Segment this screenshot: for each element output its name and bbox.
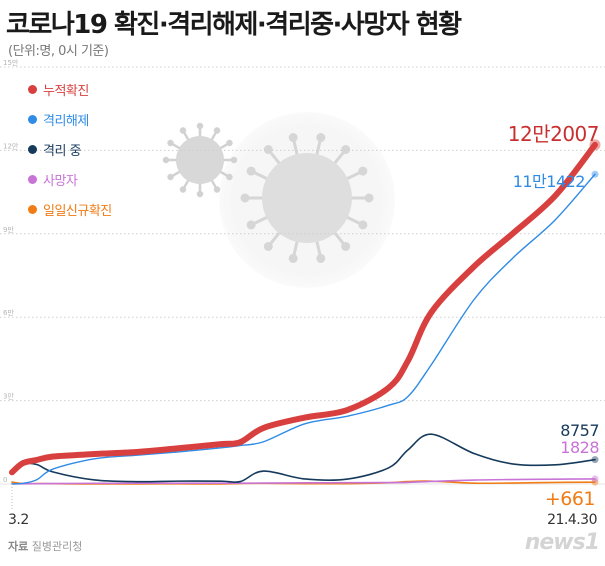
source-label: 자료 bbox=[8, 540, 29, 553]
series-line-2 bbox=[11, 433, 596, 484]
legend-label: 누적확진 bbox=[43, 83, 89, 99]
x-end-label: 21.4.30 bbox=[547, 512, 597, 528]
y-tick-label: 12만 bbox=[3, 141, 19, 150]
virus-illustration bbox=[162, 112, 395, 288]
y-tick-label: 6만 bbox=[3, 308, 14, 317]
legend-dot-icon bbox=[28, 84, 37, 94]
legend: 누적확진 격리해제 격리 중 사망자 일일신규확진 bbox=[28, 74, 112, 224]
legend-item-confirmed: 누적확진 bbox=[28, 74, 112, 104]
y-tick-label: 9만 bbox=[3, 225, 14, 234]
end-label-daily: +661 bbox=[544, 488, 596, 510]
news1-logo: news1 bbox=[524, 530, 600, 555]
chart-subtitle: (단위:명, 0시 기준) bbox=[8, 44, 109, 59]
chart-title: 코로나19 확진·격리해제·격리중·사망자 현황 bbox=[6, 10, 462, 40]
legend-dot-icon bbox=[28, 114, 37, 124]
x-start-label: 3.2 bbox=[8, 512, 29, 528]
legend-label: 격리 중 bbox=[43, 143, 82, 159]
end-label-confirmed: 12만2007 bbox=[507, 122, 600, 146]
source-value: 질병관리청 bbox=[31, 540, 83, 553]
series-line-0 bbox=[9, 141, 598, 476]
legend-dot-icon bbox=[28, 144, 37, 154]
y-tick-label: 15만 bbox=[3, 58, 19, 67]
legend-label: 일일신규확진 bbox=[43, 203, 112, 219]
end-label-isolating: 8757 bbox=[560, 421, 599, 440]
y-tick-label: 0 bbox=[3, 476, 7, 484]
legend-dot-icon bbox=[28, 204, 37, 214]
end-label-deaths: 1828 bbox=[560, 438, 599, 457]
series-end-point bbox=[591, 170, 599, 178]
legend-item-daily: 일일신규확진 bbox=[28, 194, 112, 224]
end-label-released: 11만1422 bbox=[512, 172, 586, 191]
legend-item-released: 격리해제 bbox=[28, 104, 112, 134]
series-line-3 bbox=[11, 478, 596, 485]
legend-label: 격리해제 bbox=[43, 113, 89, 129]
legend-label: 사망자 bbox=[43, 173, 78, 189]
series-end-point bbox=[591, 478, 599, 486]
series-end-point bbox=[589, 139, 601, 151]
source: 자료 질병관리청 bbox=[8, 538, 82, 554]
legend-item-deaths: 사망자 bbox=[28, 164, 112, 194]
y-tick-label: 3만 bbox=[3, 392, 14, 401]
series-line-1 bbox=[11, 173, 596, 485]
legend-dot-icon bbox=[28, 174, 37, 184]
series-end-point bbox=[591, 456, 599, 464]
series-end-point bbox=[591, 475, 599, 483]
legend-item-isolating: 격리 중 bbox=[28, 134, 112, 164]
